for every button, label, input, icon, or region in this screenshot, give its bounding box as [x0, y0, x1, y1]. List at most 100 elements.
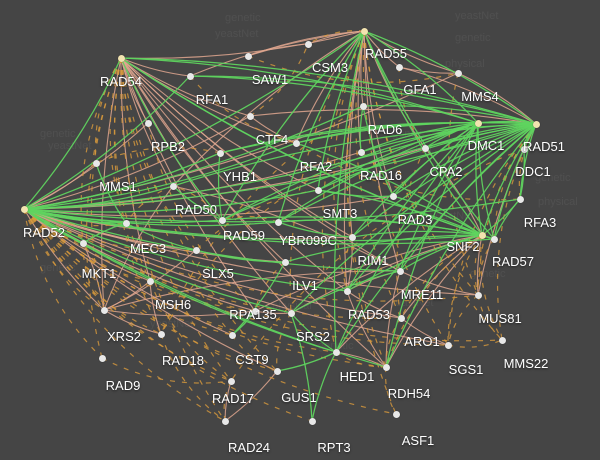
- network-node-rpt3[interactable]: [308, 417, 316, 425]
- network-node-snf2[interactable]: [478, 231, 486, 239]
- network-edge: [477, 122, 495, 240]
- network-node-mkt1[interactable]: [79, 239, 87, 247]
- network-edge: [333, 30, 365, 292]
- network-edge: [101, 357, 232, 384]
- network-edge: [284, 234, 483, 263]
- network-edge: [23, 208, 278, 372]
- network-edge: [23, 105, 364, 210]
- network-edge: [363, 30, 495, 240]
- network-node-sgs1[interactable]: [444, 341, 452, 349]
- network-node-rad57[interactable]: [490, 235, 498, 243]
- network-node-gus1[interactable]: [273, 367, 281, 375]
- network-node-mms22[interactable]: [498, 336, 506, 344]
- network-node-rad51[interactable]: [532, 120, 540, 128]
- network-node-yhb1[interactable]: [216, 149, 224, 157]
- network-node-mec3[interactable]: [122, 219, 130, 227]
- network-node-rpa135[interactable]: [251, 307, 259, 315]
- network-edge: [23, 208, 233, 336]
- network-node-rad17[interactable]: [227, 377, 235, 385]
- network-node-hed1[interactable]: [332, 348, 340, 356]
- network-edge: [363, 30, 503, 341]
- network-node-rad59[interactable]: [218, 216, 226, 224]
- network-node-rad18[interactable]: [157, 330, 165, 338]
- network-edge: [23, 208, 479, 296]
- network-node-rad54[interactable]: [117, 54, 125, 62]
- network-edge: [23, 208, 397, 415]
- network-node-rad50[interactable]: [169, 182, 177, 190]
- network-node-rfa1[interactable]: [186, 72, 194, 80]
- network-edge: [333, 30, 365, 353]
- network-edge: [481, 123, 537, 236]
- network-node-mre11[interactable]: [396, 267, 404, 275]
- network-node-rim1[interactable]: [348, 233, 356, 241]
- network-node-mms4[interactable]: [454, 69, 462, 77]
- network-edge: [221, 122, 479, 221]
- network-edge: [120, 57, 387, 368]
- network-edge: [317, 189, 394, 198]
- network-edge: [290, 312, 337, 353]
- network-node-slx5[interactable]: [192, 246, 200, 254]
- network-edge: [477, 238, 495, 296]
- network-edge: [125, 222, 197, 251]
- network-edge: [23, 115, 251, 210]
- network-edge: [249, 115, 297, 144]
- network-edge: [424, 122, 479, 149]
- network-edge: [231, 334, 278, 372]
- network-node-rad52[interactable]: [20, 205, 28, 213]
- network-node-csm3[interactable]: [304, 40, 312, 48]
- network-edge: [277, 123, 537, 223]
- network-node-xrs2[interactable]: [100, 306, 108, 314]
- network-node-rpb2[interactable]: [144, 119, 152, 127]
- network-node-rad3[interactable]: [389, 192, 397, 200]
- network-edge: [120, 57, 495, 240]
- network-node-aro1[interactable]: [397, 314, 405, 322]
- network-node-saw1[interactable]: [244, 52, 252, 60]
- network-edge: [447, 339, 503, 348]
- network-edge: [120, 57, 537, 125]
- network-edge: [317, 189, 483, 236]
- network-edge: [249, 43, 309, 117]
- network-node-ctf4[interactable]: [246, 112, 254, 120]
- network-edge: [23, 75, 191, 210]
- network-node-cpa2[interactable]: [421, 144, 429, 152]
- network-node-rfa2[interactable]: [292, 139, 300, 147]
- network-node-ilv1[interactable]: [281, 258, 289, 266]
- network-node-mms1[interactable]: [92, 159, 100, 167]
- network-node-rad24[interactable]: [221, 417, 229, 425]
- network-edge: [277, 30, 365, 223]
- network-edge: [120, 57, 251, 117]
- network-edge: [295, 142, 521, 201]
- network-node-rdh54[interactable]: [382, 363, 390, 371]
- network-node-gfa1[interactable]: [395, 63, 403, 71]
- network-node-asf1[interactable]: [392, 410, 400, 418]
- network-edge: [23, 208, 127, 224]
- network-edge: [23, 30, 365, 210]
- network-edge: [23, 185, 174, 210]
- network-node-rad6[interactable]: [359, 102, 367, 110]
- network-edge: [385, 317, 402, 368]
- network-node-msh6[interactable]: [146, 277, 154, 285]
- network-node-dmc1[interactable]: [474, 119, 482, 127]
- network-node-rad53[interactable]: [343, 287, 351, 295]
- network-edge: [399, 122, 479, 272]
- network-node-smt3[interactable]: [314, 186, 322, 194]
- network-node-rfa3[interactable]: [516, 195, 524, 203]
- network-node-rad9[interactable]: [98, 354, 106, 362]
- network-edge: [120, 57, 348, 292]
- network-edge: [219, 122, 479, 154]
- network-node-ybr099c[interactable]: [274, 218, 282, 226]
- network-node-rad55[interactable]: [360, 27, 368, 35]
- network-edge: [477, 294, 503, 341]
- network-edge: [385, 234, 483, 368]
- network-edge: [398, 66, 537, 125]
- network-edge: [249, 109, 537, 125]
- network-node-mus81[interactable]: [474, 291, 482, 299]
- network-node-cst9[interactable]: [228, 331, 236, 339]
- network-node-rad16[interactable]: [357, 148, 365, 156]
- network-edge: [400, 317, 449, 346]
- network-edge: [160, 333, 226, 422]
- network-edge: [363, 30, 483, 236]
- network-node-ddc1[interactable]: [520, 145, 528, 153]
- network-node-srs2[interactable]: [287, 309, 295, 317]
